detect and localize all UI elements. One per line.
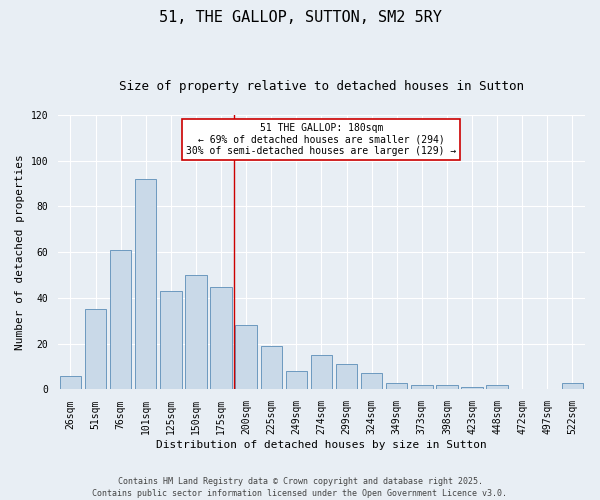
Text: 51 THE GALLOP: 180sqm
← 69% of detached houses are smaller (294)
30% of semi-det: 51 THE GALLOP: 180sqm ← 69% of detached … bbox=[187, 123, 457, 156]
Bar bbox=[85, 310, 106, 390]
Bar bbox=[110, 250, 131, 390]
Bar bbox=[311, 355, 332, 390]
Bar bbox=[562, 382, 583, 390]
Bar bbox=[286, 371, 307, 390]
Bar bbox=[185, 275, 206, 390]
Bar bbox=[487, 385, 508, 390]
Y-axis label: Number of detached properties: Number of detached properties bbox=[15, 154, 25, 350]
Bar bbox=[386, 382, 407, 390]
Title: Size of property relative to detached houses in Sutton: Size of property relative to detached ho… bbox=[119, 80, 524, 93]
Bar bbox=[461, 387, 483, 390]
X-axis label: Distribution of detached houses by size in Sutton: Distribution of detached houses by size … bbox=[156, 440, 487, 450]
Text: Contains HM Land Registry data © Crown copyright and database right 2025.
Contai: Contains HM Land Registry data © Crown c… bbox=[92, 476, 508, 498]
Bar bbox=[211, 286, 232, 390]
Bar bbox=[60, 376, 81, 390]
Bar bbox=[135, 179, 157, 390]
Bar bbox=[160, 291, 182, 390]
Bar bbox=[235, 326, 257, 390]
Bar bbox=[336, 364, 357, 390]
Bar bbox=[260, 346, 282, 390]
Bar bbox=[411, 385, 433, 390]
Bar bbox=[361, 374, 382, 390]
Bar bbox=[436, 385, 458, 390]
Text: 51, THE GALLOP, SUTTON, SM2 5RY: 51, THE GALLOP, SUTTON, SM2 5RY bbox=[158, 10, 442, 25]
